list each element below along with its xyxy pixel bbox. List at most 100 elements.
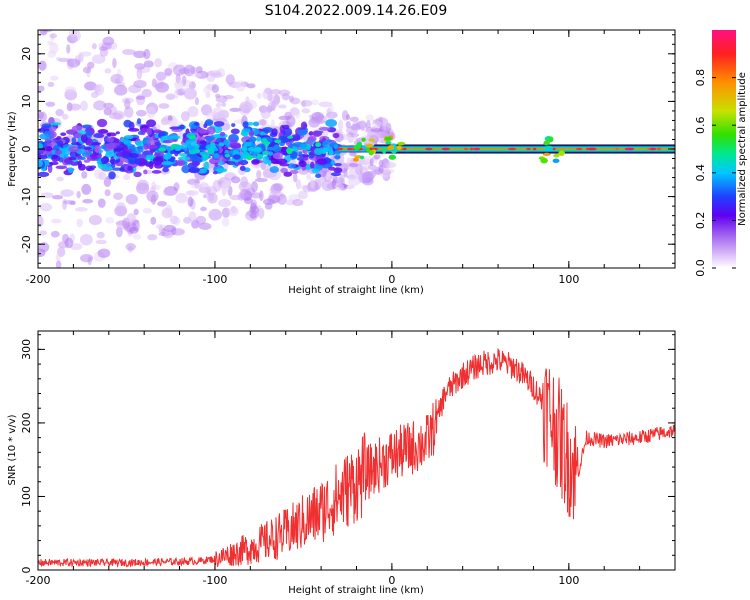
- spectral-blob: [174, 79, 184, 91]
- spectral-blob: [289, 169, 299, 175]
- spectral-blob: [285, 141, 291, 146]
- spectral-blob: [128, 84, 142, 94]
- spectral-blob: [150, 216, 157, 225]
- spectral-blob: [53, 144, 60, 150]
- spectral-blob: [55, 165, 68, 170]
- spectral-blob: [103, 177, 112, 188]
- spectral-blob: [104, 68, 112, 74]
- y-tick-label: -20: [20, 235, 33, 253]
- spectral-blob: [60, 132, 67, 136]
- spectral-blob: [81, 171, 88, 179]
- spectral-blob: [134, 158, 141, 165]
- spectral-blob: [56, 140, 64, 147]
- spectral-blob: [267, 151, 274, 156]
- spectral-blob: [334, 154, 341, 160]
- spectral-blob: [333, 162, 342, 167]
- spectral-blob: [365, 114, 374, 122]
- spectral-blob: [218, 198, 232, 208]
- y-tick-label: -10: [20, 188, 33, 206]
- spectral-blob: [347, 173, 362, 186]
- spectral-blob: [384, 136, 393, 141]
- spectral-blob: [155, 224, 166, 230]
- spectral-blob: [262, 150, 270, 156]
- spectral-blob: [250, 192, 262, 199]
- spectral-blob: [532, 147, 537, 151]
- snr-line: [38, 348, 675, 568]
- spectral-blob: [264, 202, 273, 210]
- spectral-blob: [77, 144, 86, 149]
- spectral-blob: [61, 147, 71, 157]
- spectral-blob: [135, 95, 146, 100]
- spectral-blob: [62, 200, 75, 205]
- spectral-blob: [162, 167, 169, 173]
- spectral-blob: [88, 215, 102, 226]
- spectral-blob: [96, 231, 105, 239]
- spectral-blob: [356, 141, 363, 147]
- spectral-blob: [262, 89, 273, 100]
- spectral-blob: [285, 199, 295, 206]
- spectral-blob: [235, 80, 246, 92]
- spectral-blob: [128, 153, 139, 158]
- x-tick-label: -100: [202, 273, 227, 286]
- spectral-blob: [373, 154, 381, 160]
- spectral-blob: [38, 60, 47, 71]
- spectral-blob: [228, 150, 234, 154]
- spectral-blob: [369, 158, 374, 167]
- spectral-blob: [215, 168, 228, 173]
- spectral-blob: [133, 208, 139, 216]
- spectral-blob: [124, 98, 131, 110]
- spectral-blob: [270, 88, 281, 95]
- snr-x-label: Height of straight line (km): [288, 585, 424, 596]
- spectral-blob: [277, 193, 287, 205]
- spectral-blob: [208, 208, 222, 221]
- spectral-blob: [249, 205, 260, 215]
- snr-y-label: SNR (10 * v/v): [7, 414, 18, 485]
- spectral-blob: [221, 217, 230, 227]
- spectral-blob: [71, 125, 83, 132]
- spectral-blob: [76, 218, 83, 228]
- spectral-blob: [298, 190, 309, 200]
- spectral-blob: [343, 167, 348, 178]
- x-tick-label: 100: [558, 574, 579, 587]
- spectral-blob: [298, 169, 309, 175]
- spectral-blob: [256, 169, 262, 180]
- spectral-blob: [108, 112, 123, 120]
- spectral-blob: [256, 136, 262, 142]
- spectral-blob: [239, 101, 253, 114]
- spectral-blob: [94, 145, 102, 153]
- spectral-blob: [123, 135, 134, 140]
- spectral-blob: [169, 126, 181, 130]
- spectral-blob: [93, 100, 107, 111]
- spectral-blob: [131, 144, 136, 154]
- spectral-blob: [79, 253, 94, 263]
- spectral-blob: [262, 155, 270, 165]
- spectral-blob: [60, 189, 74, 197]
- spectral-blob: [542, 152, 551, 156]
- spectral-blob: [50, 122, 61, 126]
- spectral-blob: [332, 132, 340, 139]
- spectral-blob: [326, 139, 333, 143]
- spectral-blob: [587, 147, 595, 151]
- spectrogram-x-ticks: -200 -100 0 100: [26, 30, 676, 286]
- spectral-blob: [155, 82, 170, 93]
- spectral-blob: [197, 136, 206, 141]
- snr-y-ticks: 0 100 200 300: [20, 334, 675, 574]
- spectral-blob: [48, 126, 57, 132]
- spectral-blob: [287, 135, 294, 139]
- spectral-blob: [71, 30, 81, 42]
- spectral-blob: [90, 142, 102, 146]
- spectral-blob: [213, 148, 219, 152]
- colorbar-tick-label: 0.4: [694, 164, 707, 182]
- spectral-blob: [202, 86, 213, 94]
- spectral-blob: [349, 116, 359, 122]
- spectral-blob: [123, 119, 132, 128]
- spectral-blob: [136, 67, 143, 80]
- spectral-blob: [100, 144, 107, 150]
- spectral-blob: [194, 121, 200, 126]
- snr-frame: [37, 330, 676, 571]
- spectral-blob: [361, 171, 374, 184]
- spectral-blob: [106, 137, 115, 143]
- spectral-blob: [328, 166, 336, 171]
- spectral-blob: [136, 179, 149, 191]
- spectral-blob: [333, 144, 339, 149]
